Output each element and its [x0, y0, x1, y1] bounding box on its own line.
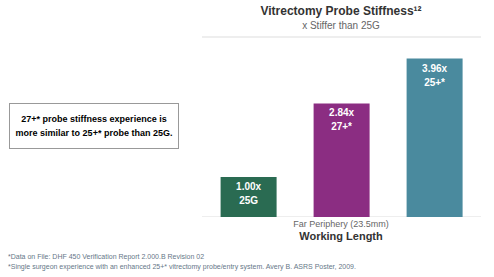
svg-text:25+*: 25+*: [424, 77, 445, 88]
svg-text:1.00x: 1.00x: [236, 181, 261, 192]
svg-text:27+*: 27+*: [331, 121, 352, 132]
html-text:*Data on File: DHF 450 Verific: *Data on File: DHF 450 Verification Repo…: [8, 253, 205, 260]
svg-text:2.84x: 2.84x: [329, 107, 354, 118]
html-text:Vitrectomy Probe Stiffness¹²: Vitrectomy Probe Stiffness¹²: [260, 4, 422, 18]
html-text:x Stiffer than 25G: x Stiffer than 25G: [302, 20, 380, 31]
html-text:Far Periphery (23.5mm): Far Periphery (23.5mm): [293, 219, 389, 229]
svg-text:3.96x: 3.96x: [422, 63, 447, 74]
html-text:27+* probe stiffness experienc: 27+* probe stiffness experience is: [21, 114, 167, 124]
html-text:*Single surgeon experience wit: *Single surgeon experience with an enhan…: [8, 263, 356, 270]
html-text:more similar to 25+* probe tha: more similar to 25+* probe than 25G.: [15, 128, 173, 138]
html-text:Working Length: Working Length: [299, 230, 383, 242]
svg-text:25G: 25G: [239, 195, 258, 206]
